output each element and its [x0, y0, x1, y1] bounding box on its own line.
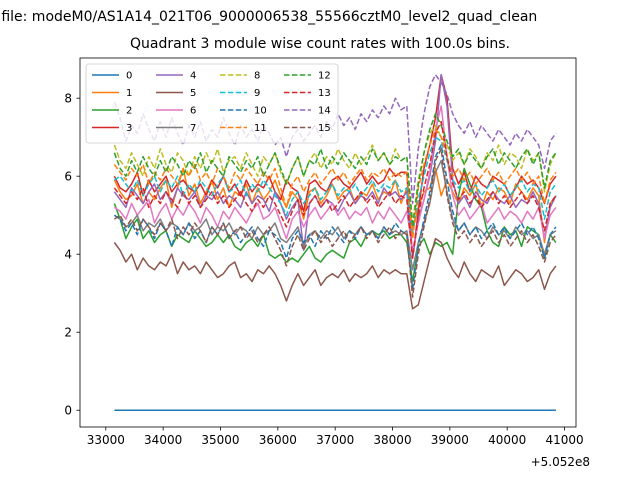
legend-box: [85, 63, 339, 144]
x-tick-label: 41000: [545, 433, 583, 447]
series-line-2: [113, 167, 557, 283]
x-tick-label: 35000: [201, 433, 239, 447]
series-line-9: [113, 136, 557, 236]
y-tick-label: 6: [64, 170, 72, 184]
y-tick-label: 4: [64, 248, 72, 262]
figure-suptitle: n file: modeM0/AS1A14_021T06_9000006538_…: [0, 9, 538, 25]
y-axis: 0 2 4 6 8: [64, 92, 80, 418]
legend-label-5: 5: [190, 88, 196, 99]
legend-label-1: 1: [126, 88, 132, 99]
x-tick-label: 40000: [488, 433, 526, 447]
legend-label-9: 9: [254, 88, 260, 99]
x-tick-label: 36000: [259, 433, 297, 447]
legend-label-3: 3: [126, 123, 132, 134]
legend-label-11: 11: [254, 123, 267, 134]
legend-label-7: 7: [190, 123, 196, 134]
legend-label-8: 8: [254, 71, 260, 82]
legend-label-6: 6: [190, 106, 196, 117]
legend-label-0: 0: [126, 71, 132, 82]
x-tick-label: 34000: [144, 433, 182, 447]
series-line-13: [113, 120, 557, 259]
x-tick-label: 39000: [431, 433, 469, 447]
x-tick-label: 33000: [87, 433, 125, 447]
legend-label-15: 15: [318, 123, 331, 134]
series-line-11: [113, 128, 557, 240]
x-axis: 33000 34000 35000 36000 37000 38000 39000 40000…: [87, 427, 584, 447]
legend-label-13: 13: [318, 88, 331, 99]
series-line-7: [113, 159, 557, 271]
y-tick-label: 0: [64, 404, 72, 418]
chart-title: Quadrant 3 module wise count rates with …: [130, 36, 510, 52]
legend-label-2: 2: [126, 106, 132, 117]
series-line-12: [113, 113, 557, 228]
y-tick-label: 2: [64, 326, 72, 340]
legend-label-14: 14: [318, 106, 331, 117]
legend-label-10: 10: [254, 106, 267, 117]
x-offset-label: +5.052e8: [531, 455, 590, 469]
y-tick-label: 8: [64, 92, 72, 106]
x-tick-label: 38000: [373, 433, 411, 447]
x-tick-label: 37000: [316, 433, 354, 447]
legend-label-12: 12: [318, 71, 331, 82]
series-layer: [113, 74, 557, 411]
series-line-5: [113, 237, 557, 310]
plot-frame: [79, 57, 577, 428]
legend-label-4: 4: [190, 71, 196, 82]
series-line-15: [113, 148, 557, 298]
